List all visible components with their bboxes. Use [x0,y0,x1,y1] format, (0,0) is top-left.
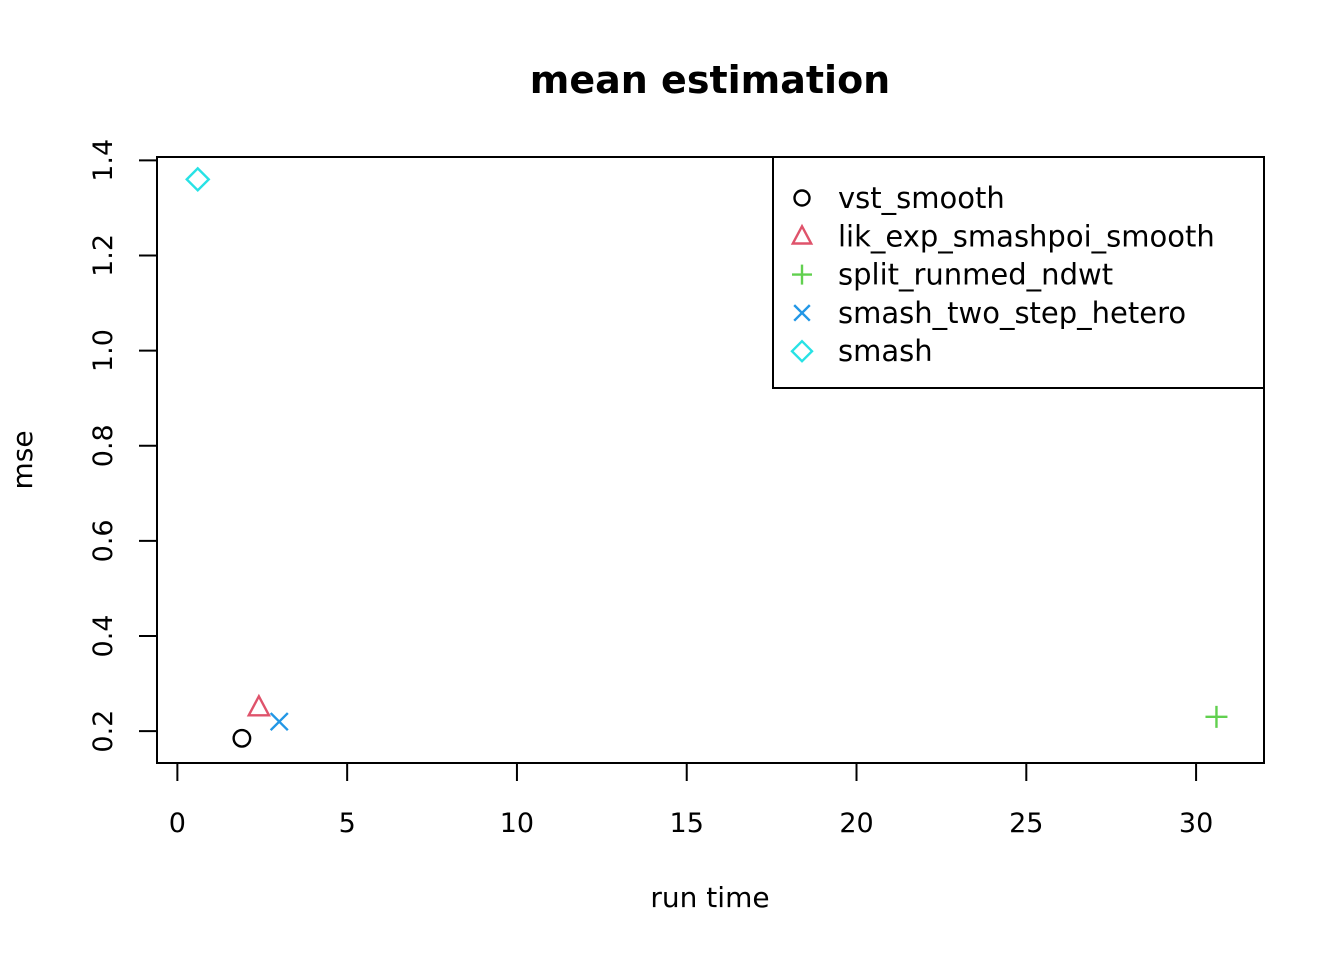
x-tick-label: 30 [1179,808,1213,839]
x-tick-label: 0 [169,808,186,839]
y-tick-label: 1.0 [88,329,119,372]
x-marker [793,304,811,322]
diamond-marker [790,339,814,363]
y-tick-label: 0.4 [88,615,119,658]
diamond-marker [185,166,211,193]
y-tick-label: 1.2 [88,234,119,277]
circle-marker [793,189,811,207]
legend-item-label: smash [838,334,933,368]
x-marker [269,712,289,732]
y-axis: 0.2 0.4 0.6 0.8 1.0 1.2 1.4 [88,139,157,753]
x-axis: 0 5 10 15 20 25 30 [169,763,1213,839]
triangle-marker [790,223,814,245]
legend-item-label: lik_exp_smashpoi_smooth [838,219,1215,253]
y-tick-label: 1.4 [88,139,119,182]
plot-box [156,156,1265,764]
x-tick-label: 10 [500,808,534,839]
x-axis-label: run time [650,881,769,914]
circle-marker [232,728,252,748]
legend-item: split_runmed_ndwt [792,258,1113,292]
x-tick-label: 5 [339,808,356,839]
x-tick-label: 20 [839,808,873,839]
y-tick-label: 0.2 [88,710,119,753]
triangle-marker [246,693,271,717]
legend-item-label: vst_smooth [838,181,1005,215]
y-axis-label: mse [6,430,39,489]
y-tick-label: 0.8 [88,424,119,467]
y-tick-label: 0.6 [88,519,119,562]
legend-box [772,156,1265,389]
legend-item-label: smash_two_step_hetero [838,296,1186,330]
legend-item-label: split_runmed_ndwt [838,258,1113,292]
legend-item: smash_two_step_hetero [793,296,1186,330]
legend-item: lik_exp_smashpoi_smooth [790,219,1215,253]
legend-item: smash [790,334,933,368]
x-tick-label: 15 [670,808,704,839]
chart-title: mean estimation [530,58,890,102]
legend-item: vst_smooth [793,181,1005,215]
x-tick-label: 25 [1009,808,1043,839]
data-points [185,166,1228,748]
legend: vst_smooth lik_exp_smashpoi_smooth split_r… [772,156,1265,389]
